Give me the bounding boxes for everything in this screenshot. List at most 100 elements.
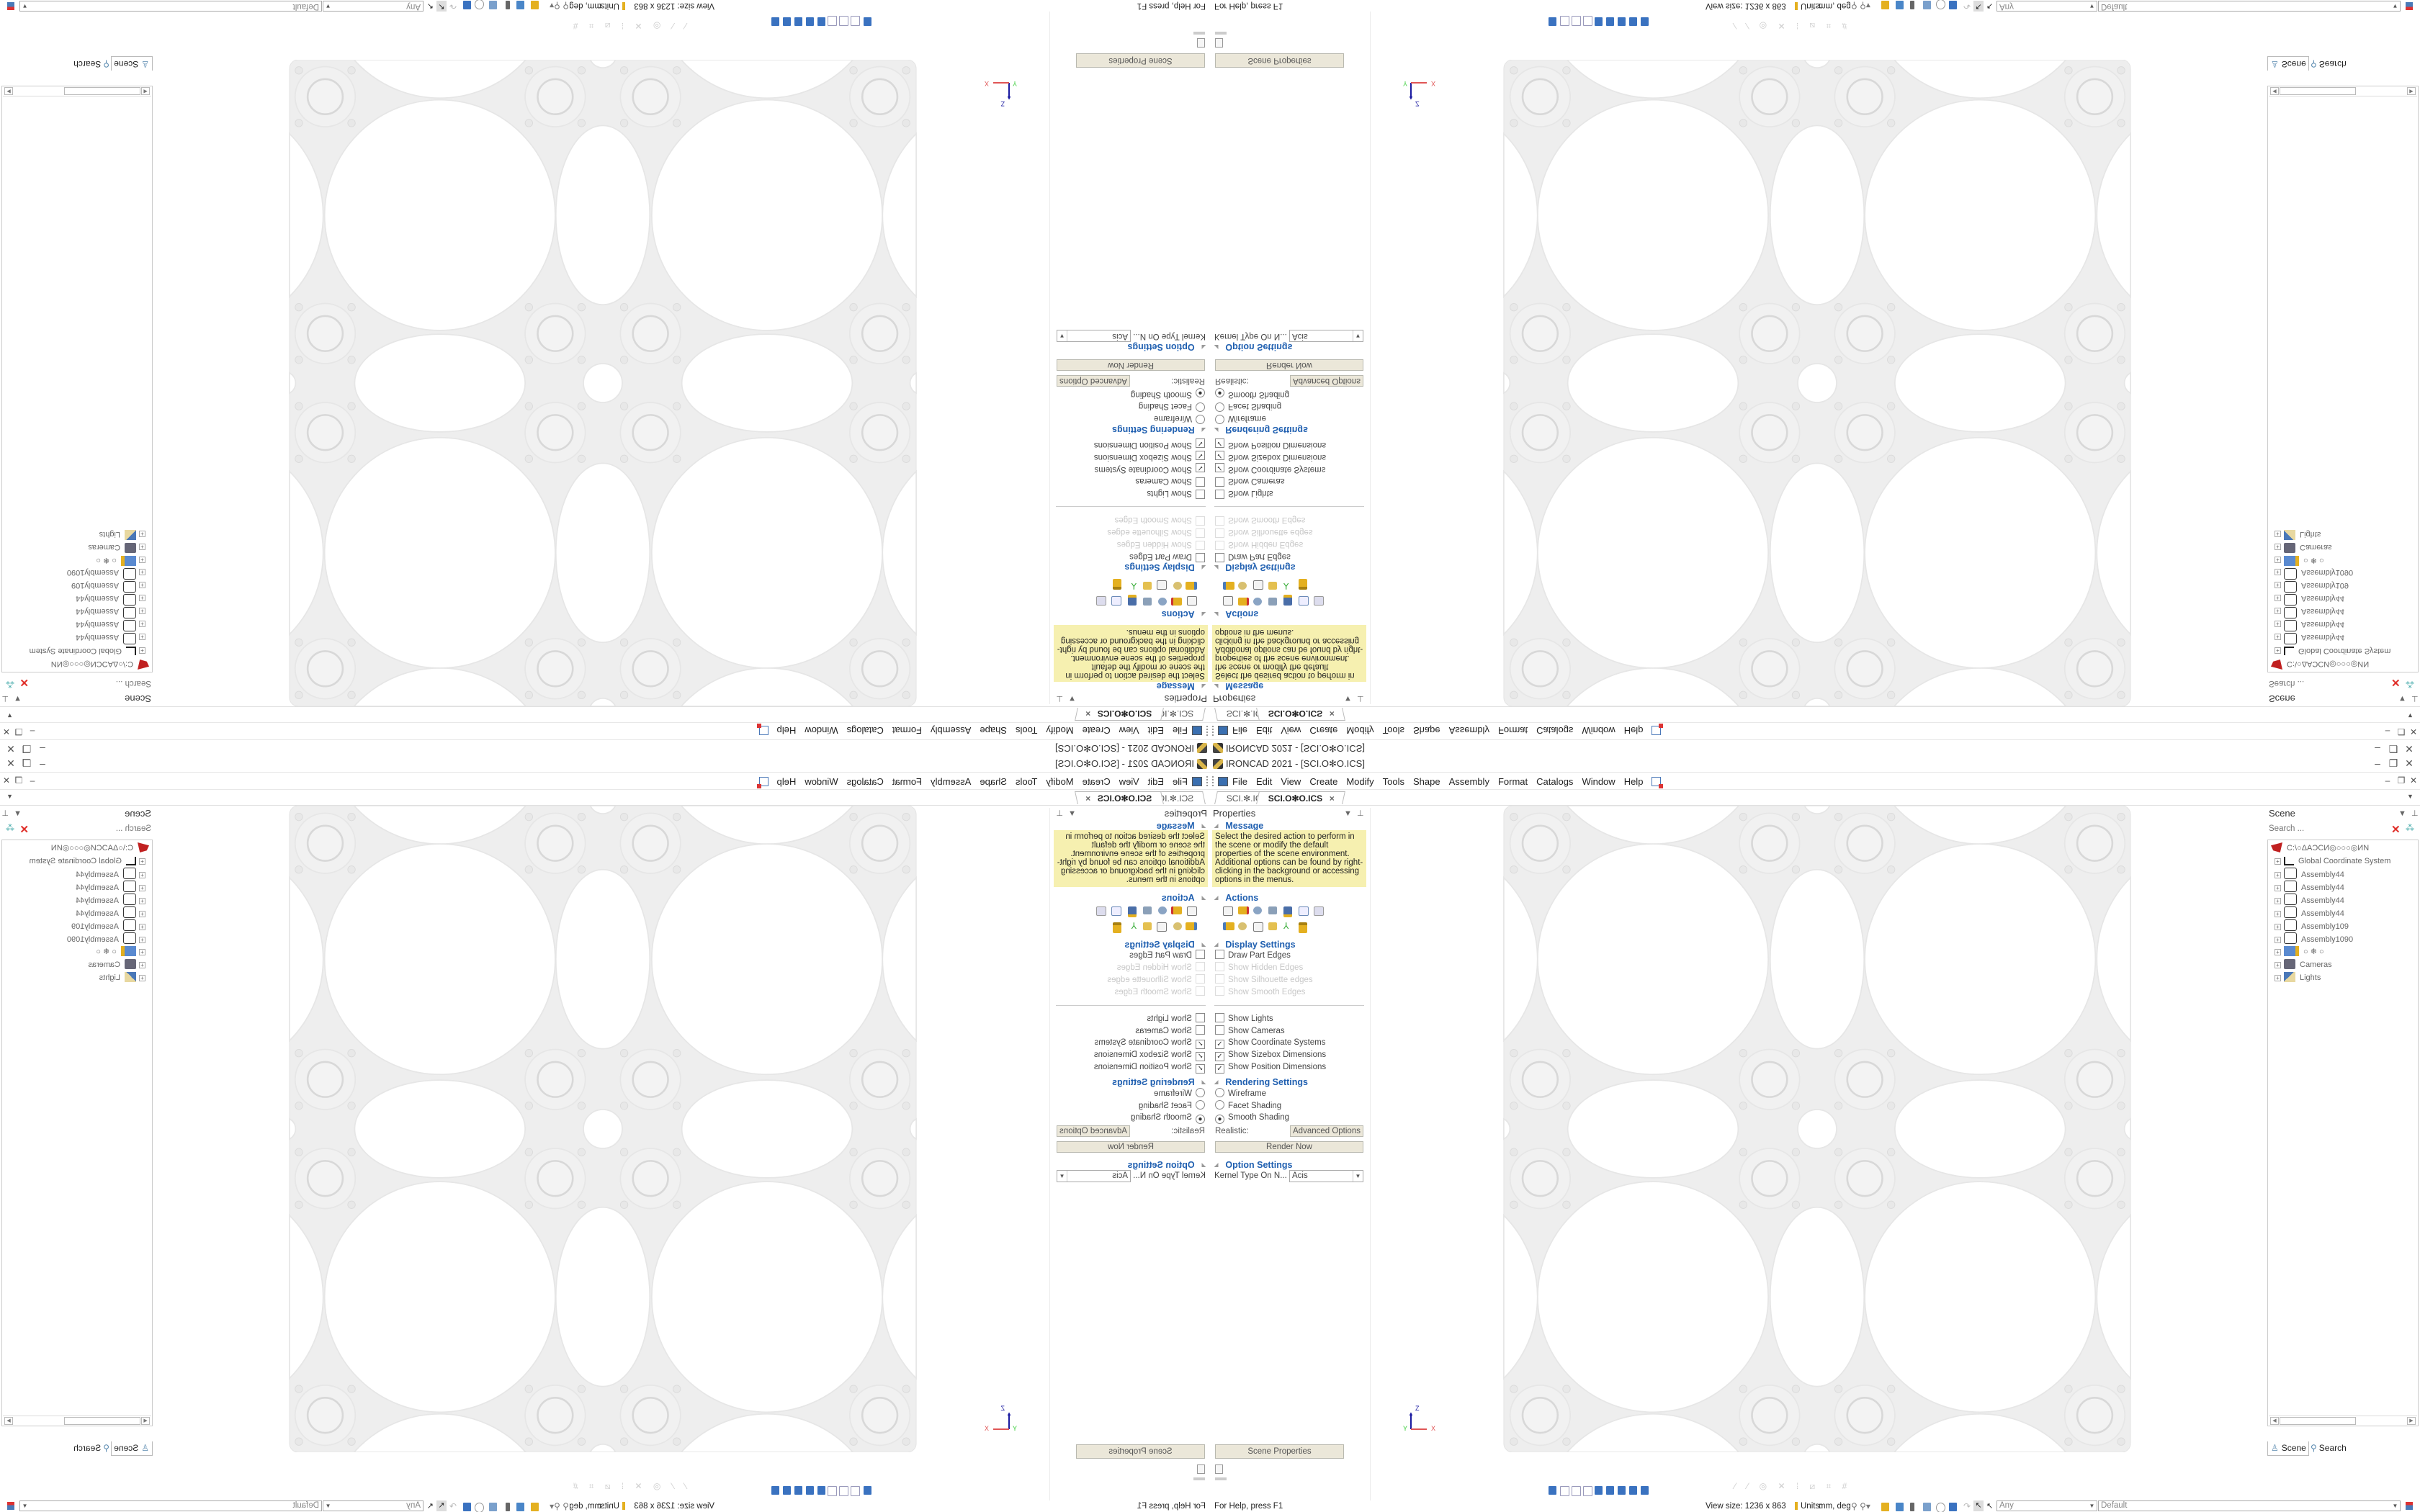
expand-icon[interactable]: + — [2275, 557, 2281, 563]
tree-item[interactable]: + Assembly44 — [76, 606, 152, 618]
close-button[interactable]: ✕ — [6, 743, 15, 755]
show-cameras-checkbox[interactable]: Show Cameras — [1215, 477, 1285, 487]
camera-action-icon[interactable] — [1186, 582, 1197, 590]
snap-toolbar[interactable]: ⁄ ⁄ ◎ ✕ ⁞ ⧄ ⌗ # — [568, 1481, 686, 1491]
expand-icon[interactable]: + — [139, 647, 145, 654]
rotate-tool-icon[interactable] — [475, 1503, 484, 1512]
menu-assembly[interactable]: Assembly — [1448, 725, 1489, 737]
expand-icon[interactable]: + — [2275, 621, 2281, 627]
rotate-tool-icon[interactable] — [475, 0, 484, 9]
model-lattice-plate[interactable] — [279, 60, 926, 706]
view-iso-icon[interactable] — [794, 1486, 802, 1495]
expand-icon[interactable]: + — [2275, 544, 2281, 550]
chart-action-icon[interactable] — [1096, 906, 1106, 916]
box-tool-icon[interactable] — [1896, 1503, 1904, 1511]
expand-icon[interactable]: + — [2275, 569, 2281, 575]
view-bottom-icon[interactable] — [1606, 1486, 1614, 1495]
zoom-icon[interactable]: ⚲ ⚲▾ — [550, 1501, 569, 1511]
edit-action-icon[interactable] — [1111, 596, 1121, 606]
advanced-options-button[interactable]: Advanced Options — [1290, 1125, 1363, 1137]
menu-tools[interactable]: Tools — [1382, 725, 1404, 737]
face-tool-icon[interactable] — [1923, 1, 1931, 9]
view-front-icon[interactable] — [864, 1486, 871, 1495]
snap-toolbar[interactable]: ⁄ ⁄ ◎ ✕ ⁞ ⧄ ⌗ # — [1734, 1481, 1852, 1491]
view-trimetric-icon[interactable] — [1641, 17, 1649, 26]
render-now-button[interactable]: Render Now — [1057, 359, 1205, 371]
select-filter-icon[interactable]: ↖ — [1986, 1, 1994, 10]
tree-item[interactable]: + Cameras — [2268, 541, 2332, 554]
mdi-close-button[interactable]: ✕ — [2, 726, 11, 737]
menu-modify[interactable]: Modify — [1346, 725, 1374, 737]
scene-properties-button[interactable]: Scene Properties — [1215, 1444, 1344, 1459]
scene-properties-button[interactable]: Scene Properties — [1076, 53, 1205, 68]
tree-item[interactable]: + Assembly44 — [2268, 881, 2344, 894]
tab-close-icon[interactable]: × — [1330, 793, 1335, 804]
rotate-tool-icon[interactable] — [1936, 1503, 1945, 1512]
advanced-options-button[interactable]: Advanced Options — [1057, 375, 1130, 387]
pin-icon[interactable]: ⊥ — [2411, 694, 2419, 703]
chart-action-icon[interactable] — [1096, 596, 1106, 606]
list-action-icon[interactable] — [1187, 906, 1197, 916]
menu-view[interactable]: View — [1281, 725, 1301, 737]
grid-action-icon[interactable] — [1253, 580, 1263, 590]
horizontal-scrollbar[interactable]: ◀ ▶ — [3, 87, 151, 96]
show-coordinate-systems-checkbox[interactable]: ✓ Show Coordinate Systems — [1094, 1038, 1205, 1049]
wireframe-radio[interactable]: Wireframe — [1154, 414, 1205, 424]
scene-properties-button[interactable]: Scene Properties — [1076, 1444, 1205, 1459]
show-smooth-edges-checkbox[interactable]: Show Smooth Edges — [1215, 516, 1305, 526]
panel-resize-handle[interactable] — [1193, 1477, 1205, 1480]
expand-icon[interactable]: + — [139, 595, 145, 601]
expand-icon[interactable]: + — [2275, 949, 2281, 955]
tab-search[interactable]: ⚲Search — [73, 1441, 109, 1455]
menu-edit[interactable]: Edit — [1255, 725, 1273, 737]
menu-assembly[interactable]: Assembly — [931, 725, 972, 737]
select-arrow-icon[interactable]: ↖ — [1973, 1, 1984, 12]
show-hidden-edges-checkbox[interactable]: Show Hidden Edges — [1117, 540, 1205, 550]
minimize-button[interactable]: – — [40, 757, 45, 769]
view-left-icon[interactable] — [1572, 1486, 1581, 1496]
tree-item[interactable]: + Assembly44 — [76, 868, 152, 881]
render-mode-icon[interactable] — [463, 1503, 471, 1511]
tab-search[interactable]: ⚲Search — [2311, 1441, 2347, 1455]
menu-create[interactable]: Create — [1082, 725, 1111, 737]
scrollbar-thumb[interactable] — [64, 1417, 140, 1425]
tree-item[interactable]: + Assembly44 — [76, 593, 152, 606]
rotate-tool-icon[interactable] — [1936, 0, 1945, 9]
menu-assembly[interactable]: Assembly — [931, 775, 972, 787]
close-button[interactable]: ✕ — [2405, 757, 2414, 769]
box-tool-icon[interactable] — [516, 1, 524, 9]
menu-window[interactable]: Window — [1582, 775, 1615, 787]
menu-edit[interactable]: Edit — [1147, 775, 1165, 787]
clear-search-icon[interactable]: ✕ — [19, 676, 29, 688]
render-now-button[interactable]: Render Now — [1215, 359, 1363, 371]
view-bottom-icon[interactable] — [806, 1486, 814, 1495]
tree-item[interactable]: + Lights — [99, 528, 152, 541]
toolbar-grip[interactable] — [1205, 726, 1208, 736]
rotate-action-icon[interactable] — [1158, 906, 1167, 914]
minimize-button[interactable]: – — [40, 743, 45, 755]
tree-item[interactable]: + ○ ❄ ○ — [2268, 554, 2324, 567]
edit-action-icon[interactable] — [1299, 906, 1309, 916]
pin-icon[interactable]: ⊥ — [1056, 809, 1063, 818]
tab-close-icon[interactable]: × — [1085, 793, 1090, 804]
wireframe-radio[interactable]: Wireframe — [1154, 1088, 1205, 1098]
tree-item[interactable]: + Assembly44 — [76, 881, 152, 894]
menu-shape[interactable]: Shape — [1413, 775, 1440, 787]
gear-action-icon[interactable] — [1173, 922, 1182, 930]
pin-icon[interactable]: ⊥ — [1, 809, 9, 818]
scrollbar-thumb[interactable] — [2280, 87, 2356, 95]
face-tool-icon[interactable] — [489, 1503, 497, 1511]
render-now-button[interactable]: Render Now — [1215, 1141, 1363, 1153]
part-tool-icon[interactable] — [531, 1, 539, 9]
show-cameras-checkbox[interactable]: Show Cameras — [1135, 477, 1205, 487]
tree-item-root[interactable]: C:\○ΔΑϽϹИ◎○○○◎ИΝ — [2268, 657, 2369, 670]
tree-item[interactable]: + Assembly44 — [2268, 606, 2344, 618]
show-lights-checkbox[interactable]: Show Lights — [1147, 489, 1205, 499]
menu-edit[interactable]: Edit — [1147, 725, 1165, 737]
menu-modify[interactable]: Modify — [1346, 775, 1374, 787]
tree-item[interactable]: + Global Coordinate System — [2268, 644, 2390, 657]
new-part-icon[interactable] — [1652, 726, 1662, 736]
pin-icon[interactable]: ⊥ — [1357, 809, 1364, 818]
show-lights-checkbox[interactable]: Show Lights — [1215, 1013, 1273, 1023]
menu-format[interactable]: Format — [892, 775, 923, 787]
